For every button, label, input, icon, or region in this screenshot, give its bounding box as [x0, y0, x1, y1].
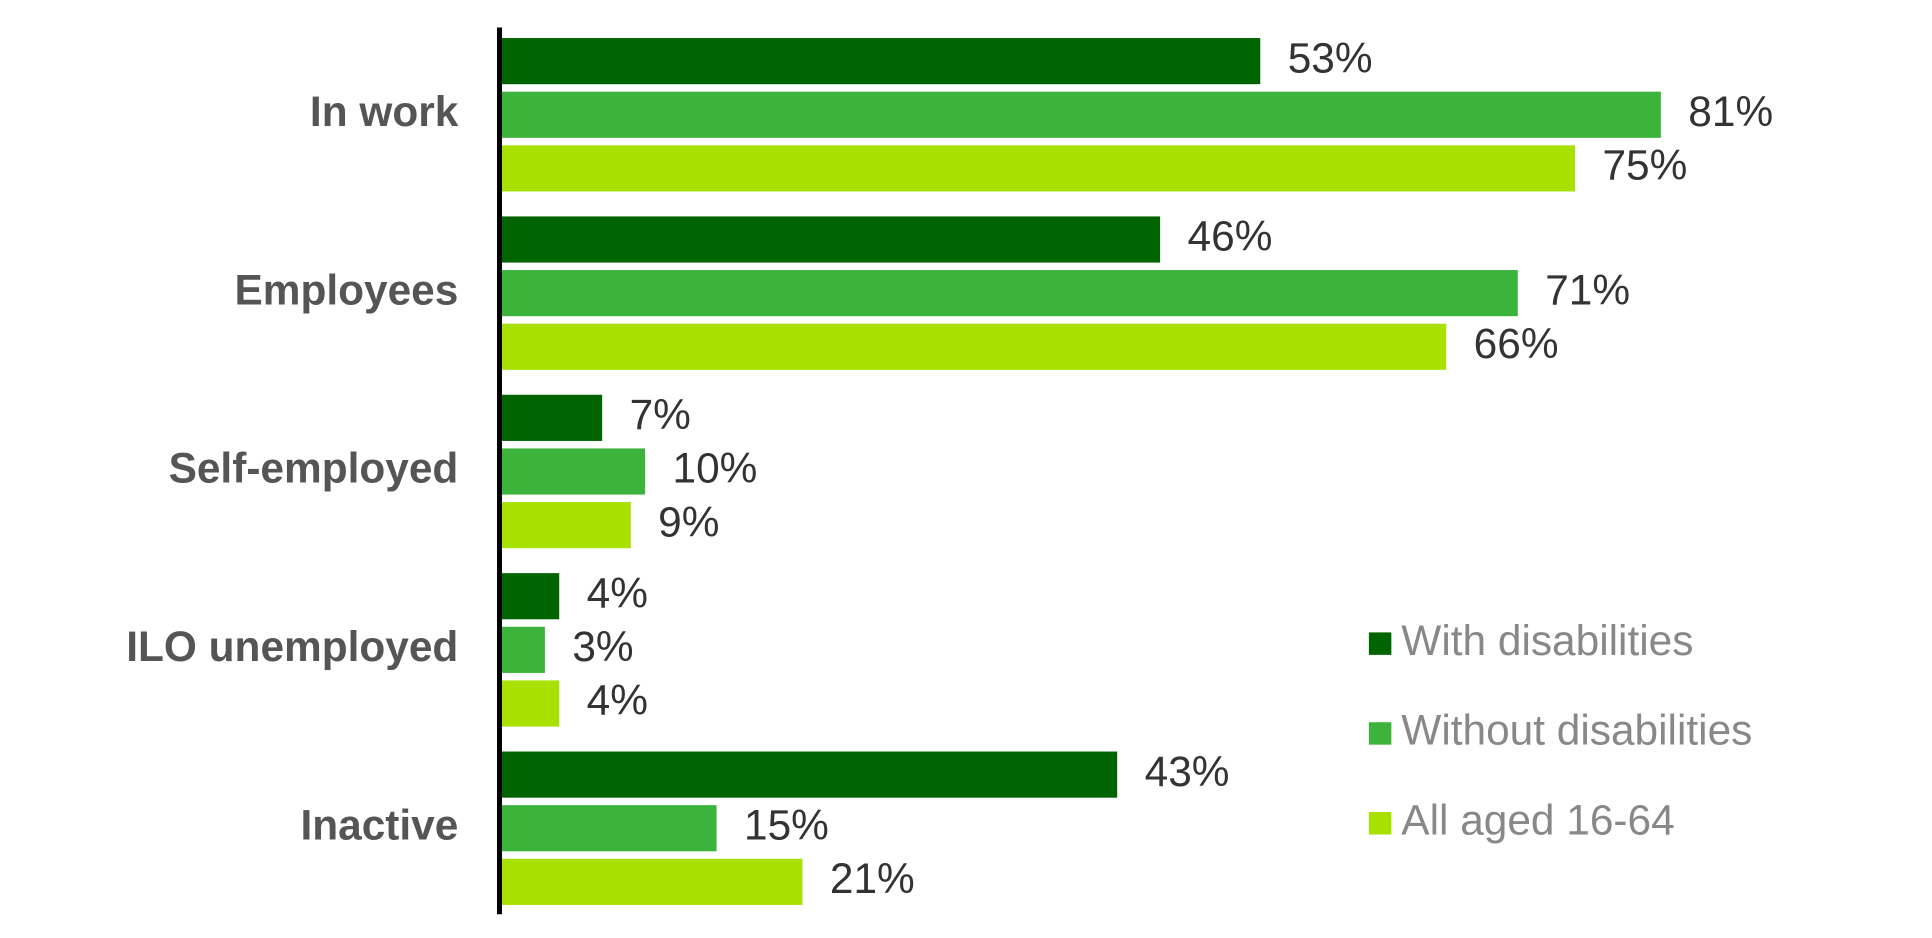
category-label: In work [310, 88, 459, 135]
value-label: 75% [1602, 142, 1687, 189]
bar [501, 805, 717, 852]
bar [501, 216, 1161, 263]
value-label: 21% [830, 855, 915, 902]
value-label: 53% [1288, 34, 1373, 81]
legend-label: Without disabilities [1401, 707, 1752, 754]
legend-label: With disabilities [1401, 617, 1693, 664]
bar [501, 270, 1518, 317]
bar [501, 573, 560, 620]
bar [501, 38, 1261, 85]
bar [501, 751, 1118, 798]
legend-swatch [1368, 722, 1392, 745]
category-label: Inactive [300, 801, 458, 848]
value-label: 81% [1688, 88, 1773, 135]
bar [501, 680, 560, 727]
value-label: 4% [587, 569, 648, 616]
legend-label: All aged 16-64 [1401, 796, 1674, 843]
category-label: ILO unemployed [126, 623, 458, 670]
bar [501, 394, 603, 441]
value-label: 71% [1545, 266, 1630, 313]
value-label: 15% [744, 801, 829, 848]
value-label: 46% [1188, 213, 1273, 260]
bar [501, 858, 803, 905]
value-label: 4% [587, 677, 648, 724]
category-label: Employees [234, 266, 458, 313]
bar [501, 502, 631, 549]
legend-swatch [1368, 812, 1392, 835]
value-label: 66% [1474, 320, 1559, 367]
category-label: Self-employed [169, 445, 459, 492]
bar [501, 448, 646, 495]
value-label: 43% [1145, 748, 1230, 795]
bar [501, 323, 1447, 370]
value-label: 10% [673, 445, 758, 492]
bar [501, 91, 1661, 138]
legend-swatch [1368, 632, 1392, 655]
value-label: 7% [630, 391, 691, 438]
value-label: 3% [572, 623, 633, 670]
bar [501, 626, 545, 673]
value-label: 9% [658, 498, 719, 545]
bar [501, 145, 1576, 192]
